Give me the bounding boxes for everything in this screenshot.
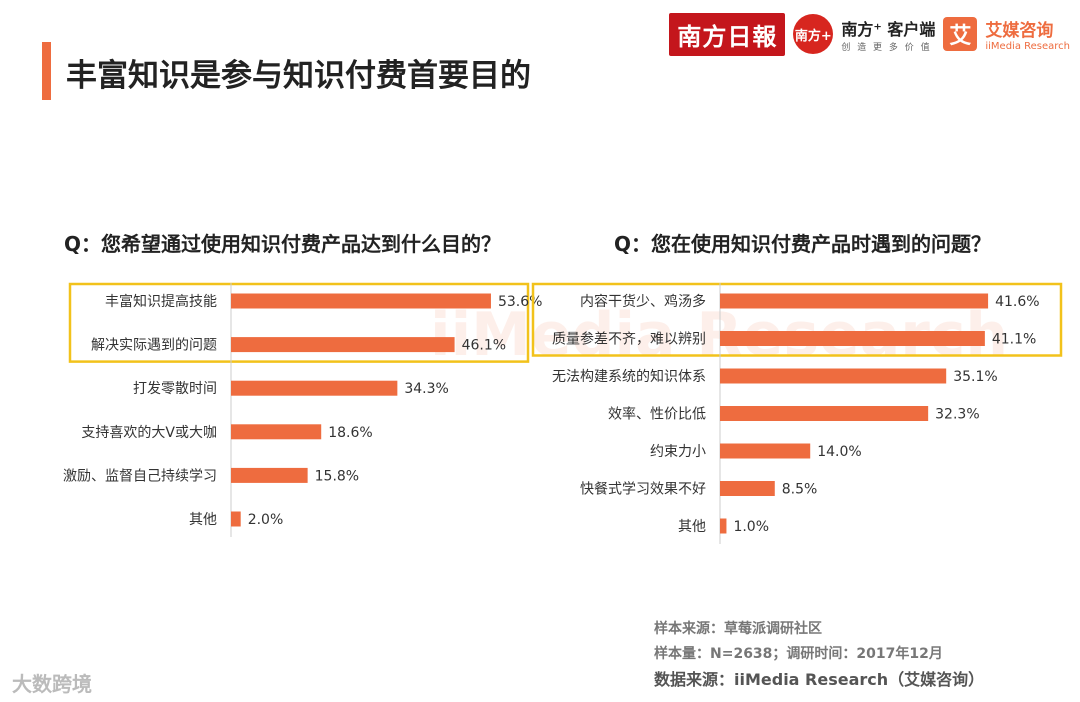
- left-category-label: 解决实际遇到的问题: [91, 338, 217, 354]
- footer-watermark: 大数跨境: [12, 672, 92, 696]
- right-bar: [720, 368, 947, 384]
- right-category-label: 其他: [678, 519, 706, 535]
- right-bar: [720, 481, 775, 496]
- source-notes: 样本来源：草莓派调研社区 样本量：N=2638；调研时间：2017年12月 数据…: [654, 617, 984, 692]
- data-source-note: 数据来源：iiMedia Research（艾媒咨询）: [654, 670, 985, 689]
- left-chart-title: Q：您希望通过使用知识付费产品达到什么目的？: [64, 232, 502, 256]
- left-category-label: 支持喜欢的大V或大咖: [81, 425, 217, 441]
- right-category-label: 无法构建系统的知识体系: [552, 368, 706, 385]
- left-bar: [231, 293, 491, 309]
- right-category-label: 内容干货少、鸡汤多: [580, 293, 706, 310]
- right-highlight-box: [531, 282, 1063, 357]
- left-bar: [231, 467, 308, 483]
- left-value-label: 15.8%: [315, 468, 359, 484]
- left-category-label: 激励、监督自己持续学习: [63, 467, 217, 484]
- right-category-label: 约束力小: [650, 444, 706, 460]
- left-value-label: 2.0%: [248, 512, 284, 528]
- right-chart-title: Q：您在使用知识付费产品时遇到的问题？: [614, 232, 992, 256]
- right-value-label: 35.1%: [953, 369, 997, 385]
- nanfang-client-slogan: 创 造 更 多 价 值: [841, 42, 932, 53]
- left-bar: [231, 337, 455, 353]
- right-bar: [720, 331, 985, 346]
- right-value-label: 32.3%: [935, 407, 979, 423]
- right-category-label: 快餐式学习效果不好: [580, 482, 706, 498]
- title-accent-bar: [42, 42, 51, 100]
- left-highlight-box: [68, 282, 530, 363]
- right-bar: [720, 293, 989, 309]
- nanfang-daily-logo: 南方日報: [669, 12, 786, 56]
- iimedia-name-en: iiMedia Research: [985, 41, 1070, 52]
- sample-size-note: 样本量：N=2638；调研时间：2017年12月: [654, 646, 943, 662]
- left-category-label: 其他: [189, 512, 217, 528]
- left-bar: [231, 424, 322, 440]
- left-value-label: 53.6%: [498, 294, 542, 310]
- right-bar: [720, 406, 929, 421]
- nanfang-client-name: 南方⁺ 客户端: [841, 19, 936, 39]
- right-bar: [720, 518, 727, 534]
- sample-source-note: 样本来源：草莓派调研社区: [654, 621, 822, 637]
- nanfang-plus-logo: 南方+: [793, 14, 834, 54]
- logo-group: 南方日報 南方+ 南方⁺ 客户端 创 造 更 多 价 值 艾 艾媒咨询 iiMe…: [669, 12, 1070, 56]
- right-bar: [720, 443, 811, 459]
- right-value-label: 8.5%: [782, 482, 818, 498]
- left-bar: [231, 511, 241, 527]
- left-value-label: 46.1%: [462, 338, 506, 354]
- right-value-label: 41.6%: [995, 294, 1039, 310]
- right-value-label: 41.1%: [992, 332, 1036, 348]
- left-value-label: 18.6%: [328, 425, 372, 441]
- right-category-label: 效率、性价比低: [608, 406, 706, 423]
- left-category-label: 丰富知识提高技能: [105, 293, 217, 310]
- left-value-label: 34.3%: [404, 381, 448, 397]
- iimedia-logo: 艾媒咨询 iiMedia Research: [985, 16, 1070, 52]
- right-value-label: 1.0%: [733, 519, 769, 535]
- iimedia-name-cn: 艾媒咨询: [985, 21, 1054, 41]
- right-category-label: 质量参差不齐，难以辨别: [552, 331, 706, 348]
- page-title: 丰富知识是参与知识付费首要目的: [66, 58, 531, 94]
- iimedia-logo-icon: 艾: [943, 17, 978, 51]
- nanfang-client-logo: 南方⁺ 客户端 创 造 更 多 价 值: [841, 16, 935, 53]
- left-bar: [231, 380, 398, 396]
- right-value-label: 14.0%: [817, 444, 861, 460]
- left-category-label: 打发零散时间: [133, 380, 217, 397]
